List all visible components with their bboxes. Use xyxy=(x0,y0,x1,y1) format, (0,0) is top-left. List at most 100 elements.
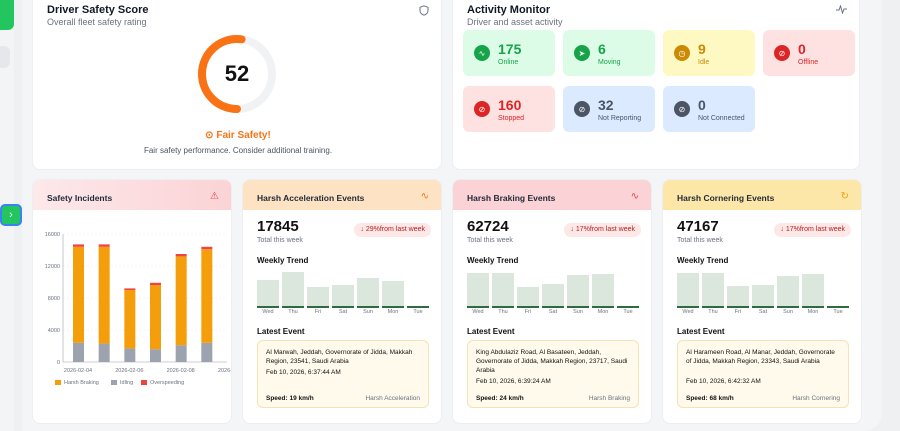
warning-icon: ⚠ xyxy=(210,191,219,202)
latest-event-title: Latest Event xyxy=(677,327,725,336)
weekday-label: Sat xyxy=(758,309,768,315)
status-tile-stopped[interactable]: ⊘ 160 Stopped xyxy=(463,86,555,132)
status-tile-offline[interactable]: ⊘ 0 Offline xyxy=(763,30,855,76)
status-label: Stopped xyxy=(498,115,525,122)
status-tile-idle[interactable]: ◷ 9 Idle xyxy=(663,30,755,76)
safety-score-card: Driver Safety Score Overall fleet safety… xyxy=(32,0,442,170)
status-label: Idle xyxy=(698,59,710,66)
latest-event-box[interactable]: Al Marwah, Jeddah, Governorate of Jidda,… xyxy=(257,340,429,408)
bar-overspeeding xyxy=(175,254,187,257)
bar-idling xyxy=(175,345,187,362)
card-header: Harsh Cornering Events ↻ xyxy=(663,180,861,210)
trend-bar xyxy=(617,306,639,308)
status-tile-online[interactable]: ∿ 175 Online xyxy=(463,30,555,76)
no-signal-icon: ⊘ xyxy=(574,101,590,117)
event-speed: Speed: 19 km/h xyxy=(266,395,314,402)
status-tile-not-reporting[interactable]: ⊘ 32 Not Reporting xyxy=(563,86,655,132)
chevron-right-icon[interactable]: › xyxy=(0,204,22,226)
bar-idling xyxy=(124,348,136,362)
activity-icon xyxy=(836,4,847,17)
card-subtitle: Overall fleet safety rating xyxy=(47,17,147,27)
bar-harsh-braking xyxy=(201,249,213,343)
legend-item: Idling xyxy=(111,380,133,386)
sidebar-active-item[interactable] xyxy=(0,0,14,30)
safety-score-value: 52 xyxy=(224,61,250,86)
weekday-label: Thu xyxy=(498,309,508,315)
event-total-label: Total this week xyxy=(677,237,723,244)
harsh-braking-card: Harsh Braking Events ∿ 62724 Total this wee… xyxy=(452,179,652,424)
card-header: Harsh Acceleration Events ∿ xyxy=(243,180,441,210)
y-tick-label: 8000 xyxy=(48,296,60,302)
harsh-acceleration-card: Harsh Acceleration Events ∿ 17845 Total thi… xyxy=(242,179,442,424)
y-tick-label: 4000 xyxy=(48,328,60,334)
event-speed: Speed: 68 km/h xyxy=(686,395,734,402)
y-tick-label: 16000 xyxy=(45,232,60,238)
event-total-label: Total this week xyxy=(257,237,303,244)
activity-monitor-card: Activity Monitor Driver and asset activi… xyxy=(452,0,860,170)
bar-overspeeding xyxy=(124,288,136,290)
check-circle-icon: ⊙ xyxy=(205,130,217,141)
status-tile-moving[interactable]: ➤ 6 Moving xyxy=(563,30,655,76)
event-total: 62724 xyxy=(467,218,509,235)
card-subtitle: Driver and asset activity xyxy=(467,17,563,27)
shield-icon xyxy=(419,5,429,19)
latest-event-title: Latest Event xyxy=(467,327,515,336)
status-label: Not Connected xyxy=(698,115,745,122)
event-time: Feb 10, 2026, 6:39:24 AM xyxy=(476,378,551,385)
bar-harsh-braking xyxy=(175,256,187,346)
card-title: Harsh Cornering Events xyxy=(677,193,775,203)
event-type: Harsh Acceleration xyxy=(365,395,420,402)
weekday-label: Sun xyxy=(783,309,793,315)
bar-harsh-braking xyxy=(98,246,110,344)
weekday-labels: Wed Thu Fri Sat Sun Mon Tue xyxy=(467,309,643,317)
weekday-labels: Wed Thu Fri Sat Sun Mon Tue xyxy=(257,309,433,317)
disconnected-icon: ⊘ xyxy=(674,101,690,117)
bar-idling xyxy=(150,349,161,362)
weekly-trend-chart xyxy=(467,268,643,308)
trend-bar xyxy=(802,274,824,308)
weekday-labels: Wed Thu Fri Sat Sun Mon Tue xyxy=(677,309,853,317)
change-badge: ↓ 17%from last week xyxy=(564,223,641,237)
status-label: Moving xyxy=(598,59,621,66)
trend-bar xyxy=(777,276,799,308)
trend-bar xyxy=(752,285,774,308)
latest-event-box[interactable]: King Abdulaziz Road, Al Basateen, Jeddah… xyxy=(467,340,639,408)
weekday-label: Thu xyxy=(708,309,718,315)
legend-label: Overspeeding xyxy=(150,380,185,386)
event-speed: Speed: 24 km/h xyxy=(476,395,524,402)
weekday-label: Sat xyxy=(548,309,558,315)
safety-status: ⊙ Fair Safety! xyxy=(33,130,441,141)
sidebar-item[interactable] xyxy=(0,46,10,68)
trend-bar xyxy=(677,273,699,308)
event-total: 47167 xyxy=(677,218,719,235)
weekday-label: Thu xyxy=(288,309,298,315)
x-tick-label: 2026-02-08 xyxy=(167,368,195,374)
bar-idling xyxy=(98,343,110,362)
weekday-label: Fri xyxy=(524,309,532,315)
trend-bar xyxy=(332,285,354,308)
harsh-cornering-card: Harsh Cornering Events ↻ 47167 Total this w… xyxy=(662,179,862,424)
trend-bar xyxy=(542,284,564,308)
offline-icon: ⊘ xyxy=(774,45,790,61)
weekly-trend-title: Weekly Trend xyxy=(257,256,309,265)
status-count: 175 xyxy=(498,41,522,57)
change-badge: ↓ 17%from last week xyxy=(774,223,851,237)
trend-bar xyxy=(357,278,379,308)
weekday-label: Sun xyxy=(573,309,583,315)
card-header: Safety Incidents ⚠ xyxy=(33,180,231,210)
legend-label: Harsh Braking xyxy=(64,380,99,386)
latest-event-box[interactable]: Al Harameen Road, Al Manar, Jeddah, Gove… xyxy=(677,340,849,408)
status-label: Not Reporting xyxy=(598,115,642,122)
trend-bar xyxy=(467,273,489,308)
weekday-label: Fri xyxy=(314,309,322,315)
safety-description: Fair safety performance. Consider additi… xyxy=(143,146,333,155)
weekday-label: Sat xyxy=(338,309,348,315)
trend-bar xyxy=(257,280,279,308)
trend-bar xyxy=(827,306,849,308)
trend-bar xyxy=(407,306,429,308)
status-count: 6 xyxy=(598,41,606,57)
weekday-label: Tue xyxy=(623,309,633,315)
y-tick-label: 0 xyxy=(57,360,60,366)
status-tile-not-connected[interactable]: ⊘ 0 Not Connected xyxy=(663,86,755,132)
weekday-label: Tue xyxy=(833,309,843,315)
